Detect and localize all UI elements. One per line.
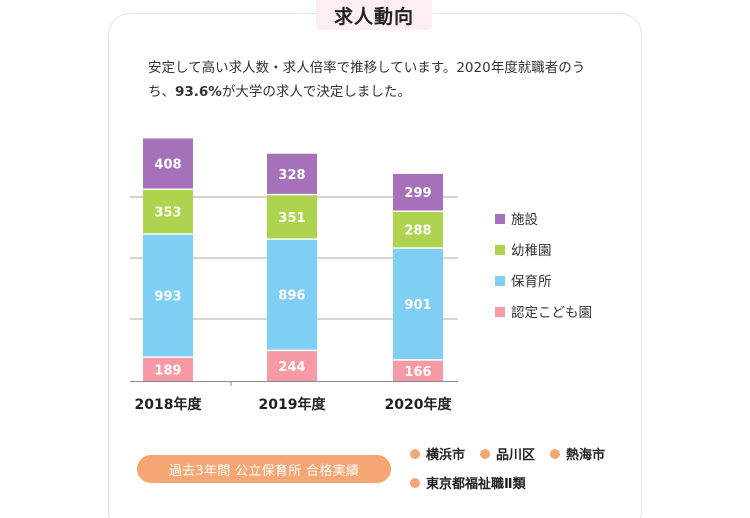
legend-label: 保育所: [511, 274, 552, 290]
bar-value-label: 328: [278, 168, 305, 183]
bar-segment: [393, 248, 443, 360]
content-card: [108, 13, 642, 518]
bar-value-label: 351: [278, 211, 305, 226]
bar-value-label: 244: [278, 360, 305, 375]
intro-highlight: 93.6%: [175, 84, 222, 100]
legend-swatch: [495, 214, 505, 224]
x-tick-label: 2019年度: [259, 396, 327, 413]
results-badge: 過去3年間 公立保育所 合格実績: [137, 455, 391, 483]
section-title-text: 求人動向: [333, 5, 414, 28]
bar-value-label: 901: [404, 298, 431, 313]
bar-value-label: 166: [404, 365, 431, 380]
bullet-dot-icon: [480, 448, 490, 459]
bar-value-label: 189: [154, 363, 181, 378]
city-item: 熱海市: [550, 444, 605, 463]
axis-layer: 2018年度 2019年度 2020年度: [130, 381, 458, 413]
legend-label: 認定こども園: [511, 305, 592, 321]
bullet-dot-icon: [550, 448, 560, 459]
city-name: 品川区: [496, 448, 536, 463]
bar-segment: [393, 212, 443, 248]
x-tick-label: 2020年度: [385, 396, 453, 413]
legend-swatch: [495, 245, 505, 255]
legend-swatch: [495, 307, 505, 317]
bar-value-label: 288: [404, 224, 431, 239]
legend-swatch: [495, 276, 505, 286]
intro-paragraph: 安定して高い求人数・求人倍率で推移しています。2020年度就職者のうち、93.6…: [148, 56, 608, 104]
bar-segment: [267, 351, 317, 381]
bar-segment: [143, 234, 193, 357]
bar-value-label: 408: [154, 157, 181, 172]
intro-text-after: が大学の求人で決定しました。: [221, 84, 411, 100]
bar-value-label: 896: [278, 289, 305, 304]
bar-segment: [267, 239, 317, 350]
bar-segment: [143, 357, 193, 381]
bar-value-label: 299: [404, 186, 431, 201]
bars-layer: 189 993 353 408 244 896 351 328 166 901 288 299: [143, 138, 443, 381]
bar-value-label: 353: [154, 206, 181, 221]
bar-segment: [143, 189, 193, 234]
x-tick-label: 2018年度: [135, 396, 203, 413]
city-item: 横浜市: [410, 444, 465, 463]
bar-segment: [393, 360, 443, 381]
bar-segment: [267, 195, 317, 239]
section-title: 求人動向: [316, 0, 432, 30]
bullet-dot-icon: [410, 477, 420, 488]
city-item: 東京都福祉職Ⅱ類: [410, 473, 526, 492]
bar-value-label: 993: [154, 290, 181, 305]
legend-label: 施設: [511, 212, 539, 228]
city-name: 東京都福祉職Ⅱ類: [426, 477, 526, 492]
bar-segment: [267, 153, 317, 194]
intro-text-before: 安定して高い求人数・求人倍率で推移しています。2020年度就職者のうち、: [148, 60, 586, 100]
bullet-dot-icon: [410, 448, 420, 459]
city-name: 熱海市: [566, 448, 606, 463]
bar-segment: [143, 138, 193, 189]
bar-segment: [393, 173, 443, 211]
city-name: 横浜市: [426, 448, 466, 463]
legend-label: 幼稚園: [511, 243, 552, 259]
city-item: 品川区: [480, 444, 535, 463]
results-badge-text: 過去3年間 公立保育所 合格実績: [168, 463, 360, 479]
